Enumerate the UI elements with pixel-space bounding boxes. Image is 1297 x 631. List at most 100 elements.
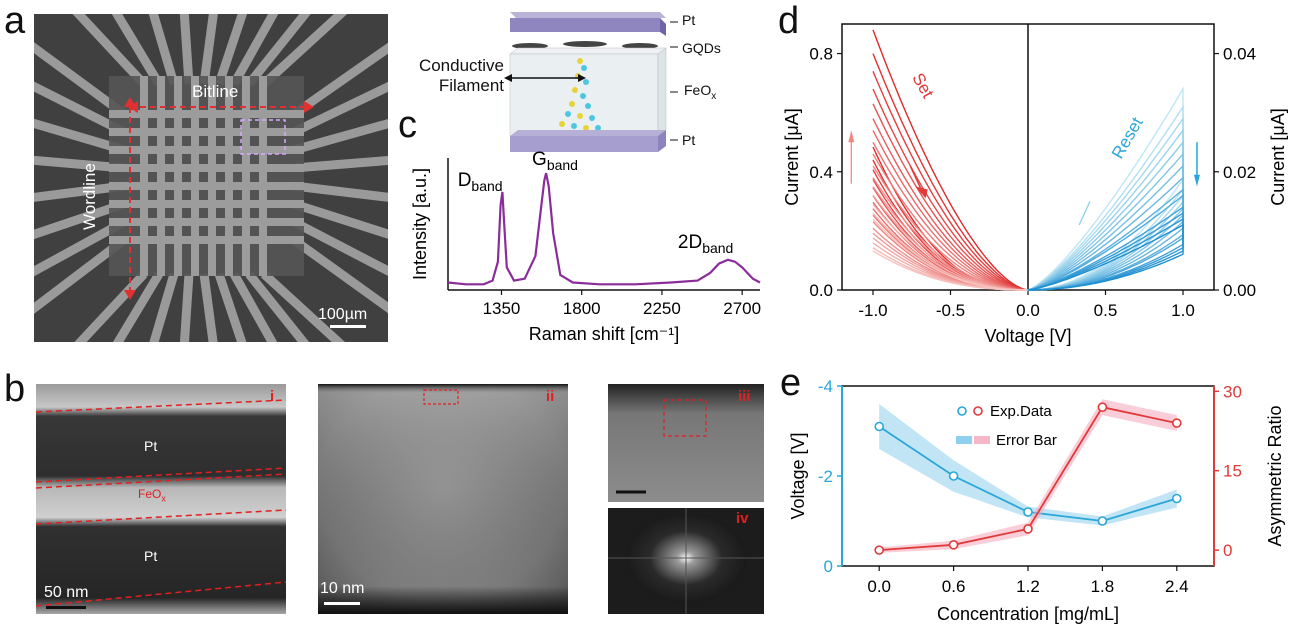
- e-y-tick-label-left: -4: [818, 377, 833, 396]
- tem-label-i: i: [270, 388, 275, 405]
- voltage-point: [1097, 516, 1108, 526]
- d-x-tick-label: -0.5: [936, 301, 965, 320]
- panel-letter-a: a: [4, 0, 26, 42]
- e-y-tick-label-right: 0: [1223, 541, 1232, 560]
- reset-arrow-down-head: [1193, 174, 1200, 187]
- panel-letter-e: e: [780, 362, 802, 404]
- panel-letter-b: b: [4, 368, 26, 410]
- legend-marker-voltage: [957, 406, 967, 416]
- voltage-error-band: [879, 404, 1177, 526]
- e-x-tick-label: 2.4: [1165, 577, 1189, 596]
- d-x-tick-label: 1.0: [1171, 301, 1195, 320]
- device-schematic: [504, 12, 678, 152]
- c-annot-dband: Dband: [458, 170, 503, 194]
- d-y-label-left: Current [μA]: [782, 108, 802, 205]
- tem-pt2: Pt: [144, 548, 158, 564]
- c-x-tick-label: 2700: [723, 299, 761, 318]
- set-curve: [872, 203, 1028, 291]
- iv-chart: -1.0 -0.5 0.0 0.5 1.0 0.0 0.4 0.8 0.00 0.02 0.04 Se…: [782, 23, 1288, 346]
- c-annot-gband: Gband: [532, 150, 578, 173]
- d-x-tick-label: 0.5: [1094, 301, 1118, 320]
- e-x-tick-label: 0.0: [867, 577, 891, 596]
- e-y-tick-label-right: 30: [1223, 382, 1242, 401]
- c-x-tick-label: 1350: [483, 299, 521, 318]
- raman-chart: 1350 1800 2250 2700 Raman shift [cm⁻¹] Intens…: [410, 150, 761, 344]
- set-curve: [872, 71, 1029, 291]
- c-x-tick-label: 2250: [643, 299, 681, 318]
- e-y-tick-label-left: 0: [824, 557, 833, 576]
- ratio-point: [1023, 524, 1033, 534]
- legend-swatch-voltage: [956, 436, 972, 444]
- e-x-tick-label: 0.6: [942, 577, 966, 596]
- d-y-tick-label-right: 0.02: [1223, 163, 1256, 182]
- tem-label-iii: iii: [738, 388, 751, 405]
- legend-data-label: Exp.Data: [990, 403, 1052, 420]
- tem-pt1: Pt: [144, 438, 158, 454]
- d-y-label-right: Current [μA]: [1268, 108, 1288, 205]
- tem-image-ii: [318, 384, 568, 614]
- set-curve: [872, 194, 1028, 291]
- schematic-feox: FeOx: [684, 82, 717, 102]
- schematic-filament: Conductive Filament: [418, 56, 504, 95]
- set-curve: [872, 177, 1028, 291]
- reset-curve: [1027, 223, 1184, 291]
- d-y-tick-label-right: 0.04: [1223, 45, 1256, 64]
- schematic-pt-top: Pt: [682, 12, 696, 28]
- d-y-tick-label-left: 0.0: [809, 281, 833, 300]
- tem-feox: FeOx: [138, 487, 166, 504]
- set-arrow-up-head: [848, 130, 855, 143]
- panel-letter-c: c: [398, 104, 417, 146]
- c-y-label: Intensity [a.u.]: [410, 168, 430, 280]
- ratio-point: [874, 545, 884, 555]
- d-x-label: Voltage [V]: [984, 326, 1071, 346]
- scale-bar-i: [46, 606, 86, 609]
- d-y-tick-label-left: 0.8: [809, 45, 833, 64]
- e-y-label-left: Voltage [V]: [788, 432, 808, 519]
- tem-image-i: [36, 384, 286, 614]
- set-curve: [872, 186, 1028, 291]
- reset-arrow-up: [1078, 201, 1091, 226]
- set-label: Set: [908, 70, 937, 102]
- bitline-label: Bitline: [192, 82, 239, 101]
- concentration-chart: 0.0 0.6 1.2 1.8 2.4 0 -2 -4 0 15 30 Exp.Data Error B…: [788, 377, 1285, 624]
- set-curve: [872, 218, 1028, 291]
- c-x-tick-label: 1800: [563, 299, 601, 318]
- scale-bar-a-label: 100µm: [318, 306, 368, 323]
- d-x-tick-label: 0.0: [1016, 301, 1040, 320]
- tem-fft-iv: [608, 508, 764, 614]
- legend-swatch-ratio: [974, 436, 990, 444]
- wordline-label: Wordline: [80, 163, 99, 230]
- scale-bar-ii-label: 10 nm: [320, 580, 365, 597]
- voltage-point: [1171, 493, 1182, 504]
- scale-bar-i-label: 50 nm: [44, 584, 89, 601]
- e-x-tick-label: 1.8: [1091, 577, 1115, 596]
- voltage-point: [1023, 507, 1033, 517]
- panel-letter-d: d: [778, 0, 800, 42]
- legend-marker-ratio: [973, 406, 983, 416]
- crossbar-micrograph: [34, 14, 388, 342]
- raman-line: [447, 172, 761, 286]
- legend-error-label: Error Bar: [996, 432, 1057, 449]
- schematic-pt-bottom: Pt: [682, 132, 696, 148]
- voltage-point: [948, 471, 959, 481]
- voltage-point: [874, 421, 884, 432]
- c-annot-2dband: 2Dband: [678, 232, 733, 256]
- e-x-tick-label: 1.2: [1016, 577, 1040, 596]
- ratio-point: [1097, 402, 1108, 412]
- d-y-tick-label-left: 0.4: [809, 163, 833, 182]
- tem-label-ii: ii: [546, 388, 555, 405]
- e-y-tick-label-right: 15: [1223, 462, 1242, 481]
- set-arrow-down-head: [915, 186, 928, 199]
- e-y-label-right: Asymmetric Ratio: [1265, 405, 1285, 546]
- scale-bar-a: [330, 325, 366, 328]
- tem-image-iii: [608, 384, 764, 502]
- reset-label: Reset: [1108, 114, 1147, 162]
- scale-bar-ii: [324, 602, 360, 605]
- schematic-gqds: GQDs: [682, 40, 721, 56]
- d-x-tick-label: -1.0: [858, 301, 887, 320]
- e-x-label: Concentration [mg/mL]: [937, 604, 1119, 624]
- ratio-point: [948, 540, 959, 550]
- e-y-tick-label-left: -2: [818, 467, 833, 486]
- ratio-error-band: [879, 399, 1177, 553]
- tem-label-iv: iv: [736, 510, 749, 527]
